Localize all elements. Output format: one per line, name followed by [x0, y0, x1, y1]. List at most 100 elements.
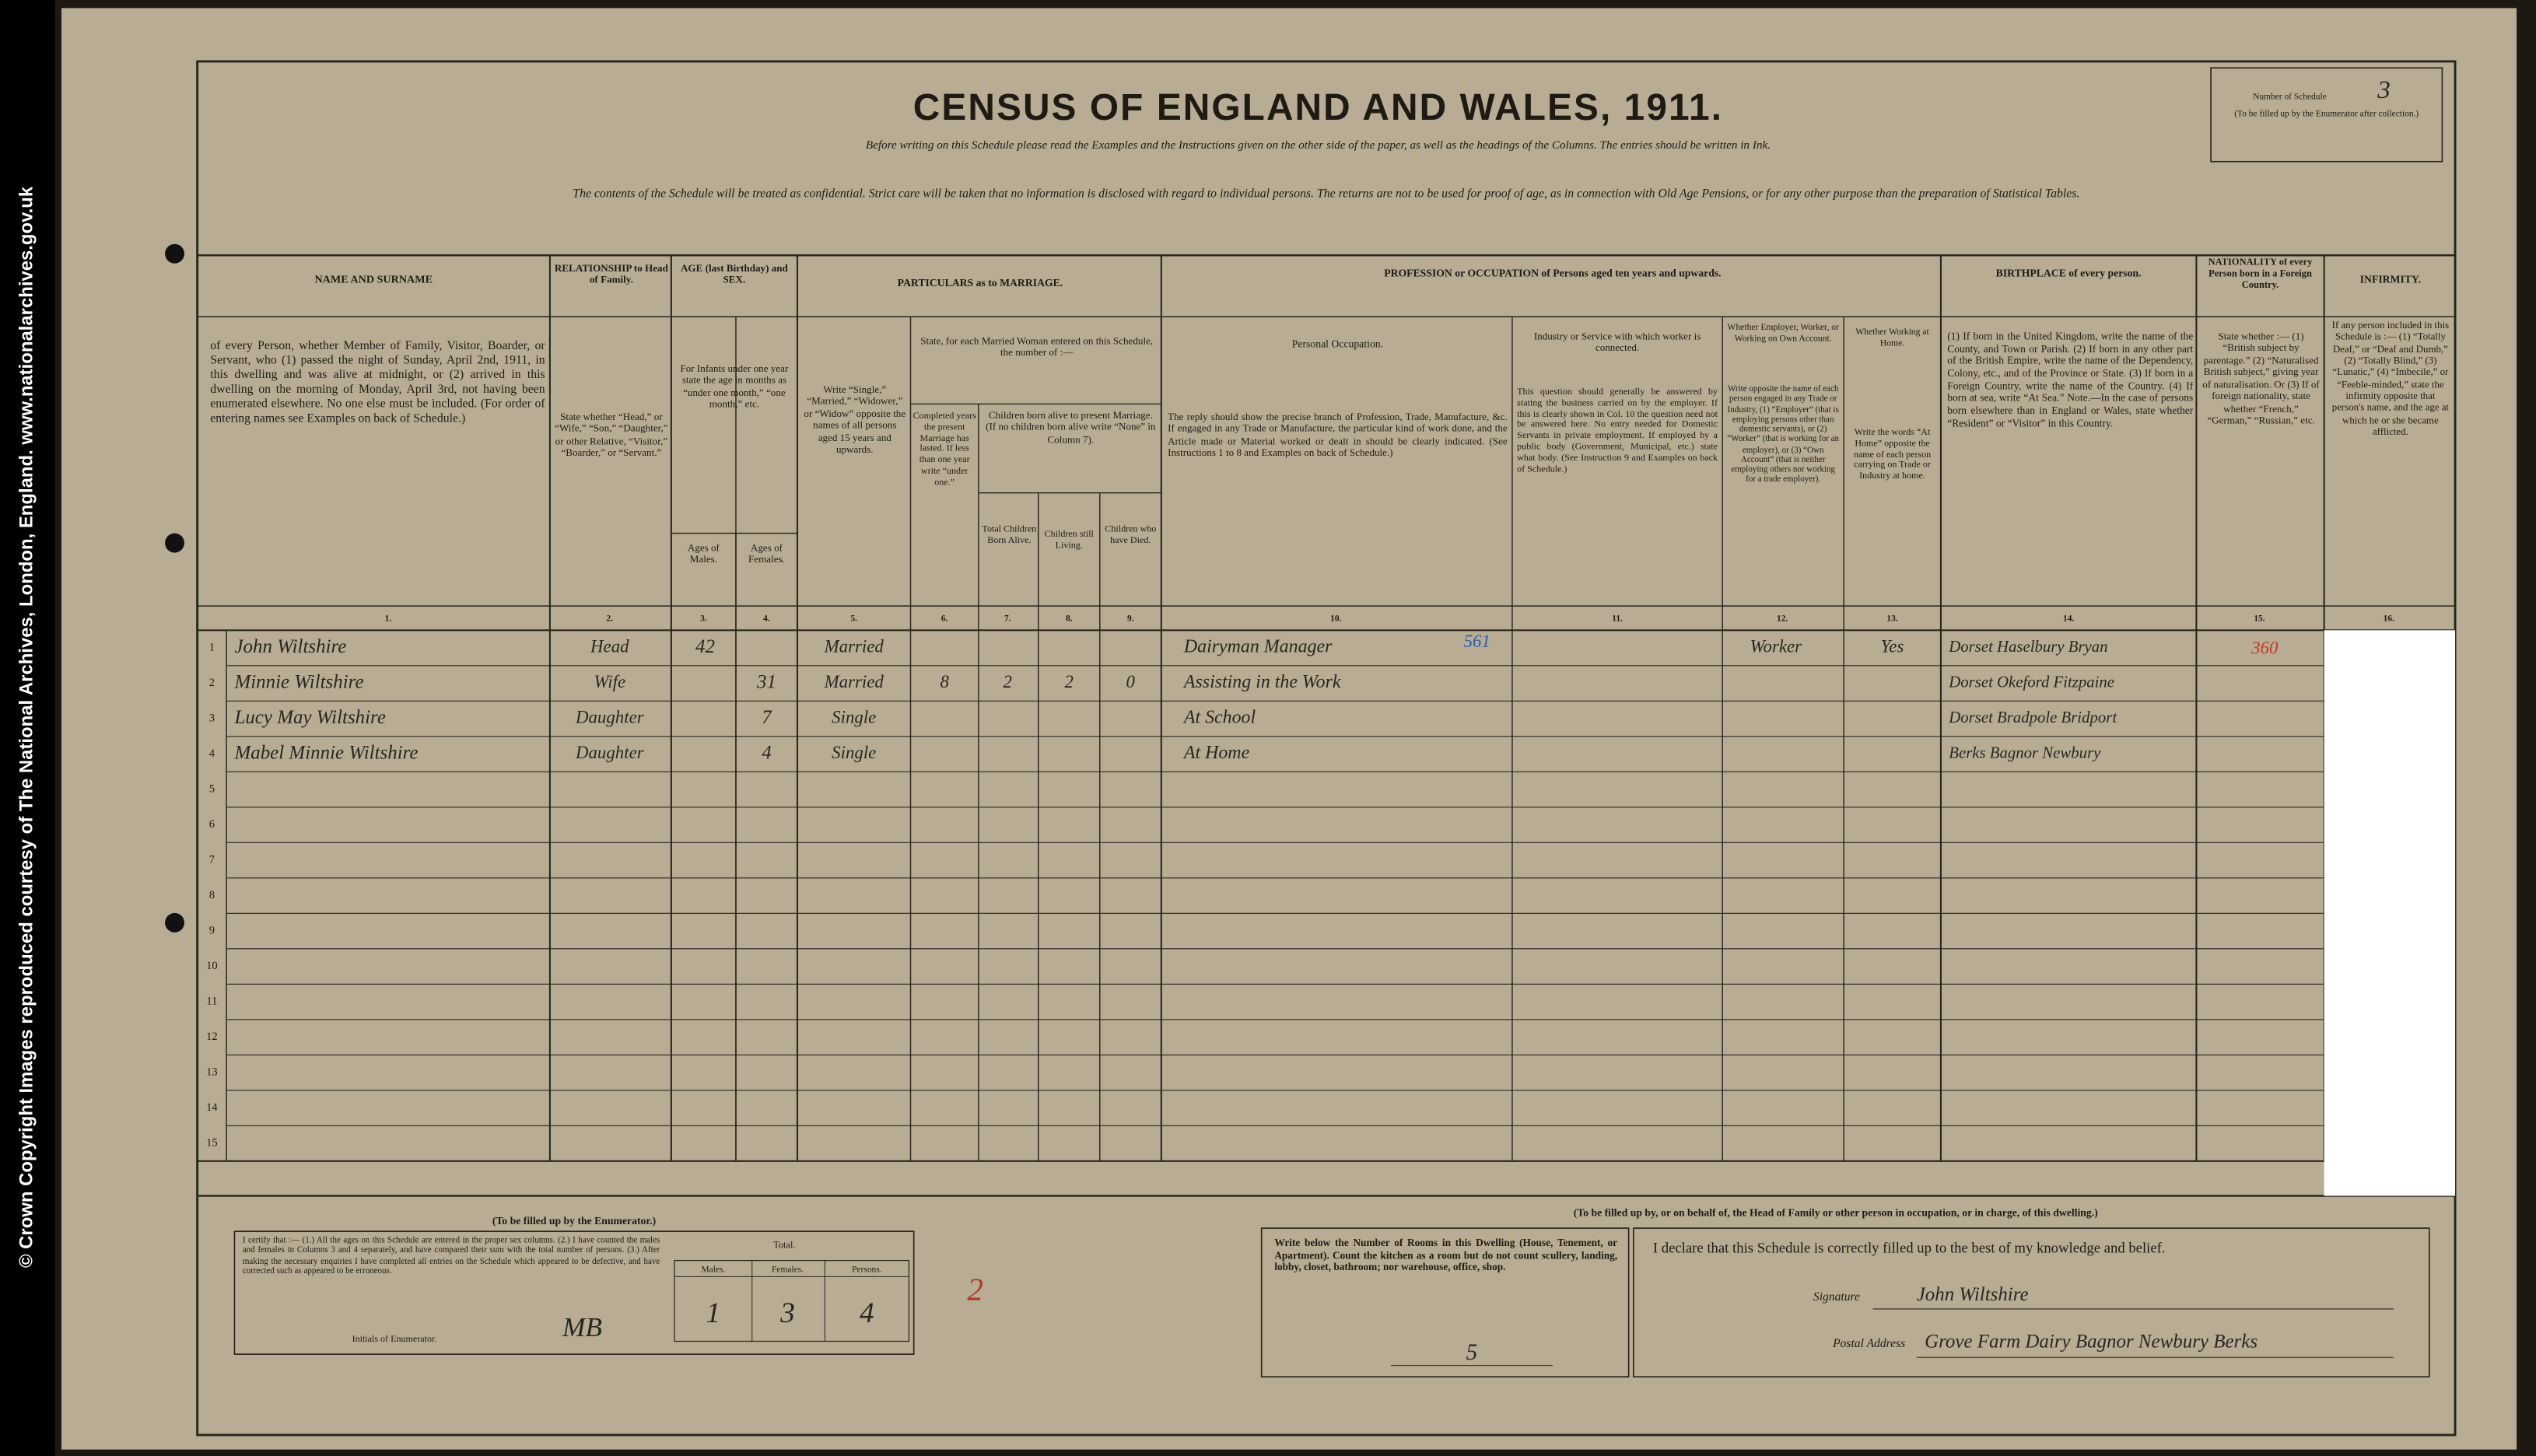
subheading: Total Children Born Alive. — [982, 525, 1037, 546]
subheading: Industry or Service with which worker is… — [1533, 331, 1701, 355]
entry: Lucy May Wiltshire — [233, 707, 385, 728]
description: State whether :— (1) “British subject by… — [2202, 331, 2320, 427]
entry: Assisting in the Work — [1182, 672, 1341, 692]
column-number: 11. — [1612, 614, 1623, 623]
schedule-label: Number of Schedule — [2253, 92, 2327, 101]
column-number: 14. — [2063, 614, 2074, 623]
column-number: 6. — [941, 614, 948, 623]
description-area: This question should generally be answer… — [1517, 387, 1718, 475]
entry: 4 — [762, 742, 771, 763]
column-number: 5. — [850, 614, 857, 623]
row-number: 14 — [206, 1101, 218, 1114]
heading: NATIONALITY of every Person born in a Fo… — [2208, 258, 2313, 292]
schedule-box — [2210, 67, 2443, 163]
schedule-number: 3 — [2377, 75, 2391, 104]
entry: Single — [832, 743, 876, 762]
label: Signature — [1813, 1290, 1860, 1304]
column-number: 7. — [1004, 614, 1011, 623]
totals-box — [674, 1259, 910, 1342]
sidebar — [0, 0, 55, 1456]
subheading: Children who have Died. — [1105, 525, 1157, 546]
subheading-area: Children still Living. — [1044, 530, 1094, 551]
heading-area: PROFESSION or OCCUPATION of Persons aged… — [1384, 268, 1721, 280]
description-area: State whether “Head,” or “Wife,” “Son,” … — [555, 412, 667, 460]
column-number: 4. — [763, 614, 770, 623]
rooms-box — [1260, 1227, 1630, 1378]
description: The reply should show the precise branch… — [1168, 411, 1508, 460]
schedule-note-area: (To be filled up by the Enumerator after… — [2234, 110, 2419, 120]
description: Children born alive to present Marriage.… — [986, 410, 1156, 446]
label: Initials of Enumerator. — [352, 1333, 437, 1344]
entry: Minnie Wiltshire — [233, 671, 363, 692]
entry: 0 — [1126, 672, 1136, 691]
description: I certify that :— (1.) All the ages on t… — [242, 1236, 660, 1276]
description: If any person included in this Schedule … — [2331, 320, 2450, 438]
subheading: Ages of Females. — [748, 543, 785, 567]
row-number: 9 — [209, 924, 215, 936]
row-number: 12 — [206, 1031, 218, 1043]
row-number: 1 — [209, 641, 215, 653]
description-area: Write below the Number of Rooms in this … — [1274, 1238, 1617, 1274]
punch-hole — [165, 243, 185, 264]
subheading-area: Ages of Males. — [687, 543, 720, 567]
entry: 2 — [1004, 672, 1012, 691]
entry: Dorset Bradpole Bridport — [1948, 709, 2117, 726]
subheading-area: Industry or Service with which worker is… — [1533, 331, 1701, 355]
schedule-note: (To be filled up by the Enumerator after… — [2234, 110, 2419, 120]
entry: At School — [1182, 708, 1256, 728]
annotation: 2 — [967, 1272, 983, 1307]
column-number: 16. — [2384, 614, 2394, 623]
heading: (To be filled up by the Enumerator.) — [492, 1215, 656, 1227]
row-number: 11 — [206, 995, 217, 1007]
entry: Mabel Minnie Wiltshire — [233, 742, 418, 763]
annotation: 360 — [2251, 638, 2279, 657]
heading: (To be filled up by, or on behalf of, th… — [1574, 1206, 2098, 1219]
entry: Married — [824, 636, 884, 656]
row-number: 6 — [209, 818, 215, 831]
declaration: I declare that this Schedule is correctl… — [1653, 1240, 2166, 1256]
column-number: 10. — [1330, 614, 1341, 623]
subheading: Personal Occupation. — [1291, 339, 1384, 351]
confidential-area: The contents of the Schedule will be tre… — [573, 187, 2080, 201]
subheading-area: Whether Working at Home. — [1855, 328, 1928, 348]
entry: At Home — [1182, 743, 1250, 763]
subheading: Children still Living. — [1044, 530, 1094, 551]
heading: NAME AND SURNAME — [314, 275, 433, 286]
description: Write “Single,” “Married,” “Widower,” or… — [804, 384, 906, 457]
entry: John Wiltshire — [234, 636, 346, 657]
description-area: State, for each Married Woman entered on… — [920, 336, 1153, 359]
punch-hole — [165, 912, 185, 933]
subheading-area: Personal Occupation. — [1291, 339, 1384, 351]
subheading: Ages of Males. — [687, 543, 720, 567]
row-number: 2 — [209, 677, 215, 689]
entry: Single — [832, 707, 876, 726]
column-number: 1. — [385, 614, 392, 623]
heading-area: AGE (last Birthday) and SEX. — [681, 264, 788, 287]
subheading-area: Children who have Died. — [1105, 525, 1157, 546]
label: Females. — [772, 1265, 804, 1275]
description-area: I certify that :— (1.) All the ages on t… — [242, 1236, 660, 1276]
subheading-area: Ages of Females. — [748, 543, 785, 567]
entry: Berks Bagnor Newbury — [1949, 744, 2101, 761]
row-number: 3 — [209, 712, 215, 724]
description: This question should generally be answer… — [1517, 387, 1718, 475]
punch-hole — [165, 533, 185, 553]
heading-area: BIRTHPLACE of every person. — [1996, 268, 2142, 280]
description-area: Write the words “At Home” opposite the n… — [1854, 429, 1931, 482]
column-number: 2. — [607, 614, 614, 623]
description-area: State whether :— (1) “British subject by… — [2202, 331, 2320, 427]
subheading-area: Total Children Born Alive. — [982, 525, 1037, 546]
entry: John Wiltshire — [1917, 1284, 2029, 1305]
row-number: 15 — [206, 1136, 218, 1149]
entry: 7 — [762, 707, 772, 728]
enumerator-box — [233, 1230, 915, 1355]
confidential: The contents of the Schedule will be tre… — [573, 187, 2080, 201]
entry: Dorset Okeford Fitzpaine — [1948, 673, 2114, 691]
description-area: Children born alive to present Marriage.… — [986, 410, 1156, 446]
row-number: 5 — [209, 782, 215, 795]
copyright: © Crown Copyright Images reproduced cour… — [16, 186, 37, 1268]
declaration-box — [1633, 1227, 2430, 1378]
description-area: For Infants under one year state the age… — [680, 363, 788, 411]
instructions-area: Before writing on this Schedule please r… — [866, 139, 1771, 152]
